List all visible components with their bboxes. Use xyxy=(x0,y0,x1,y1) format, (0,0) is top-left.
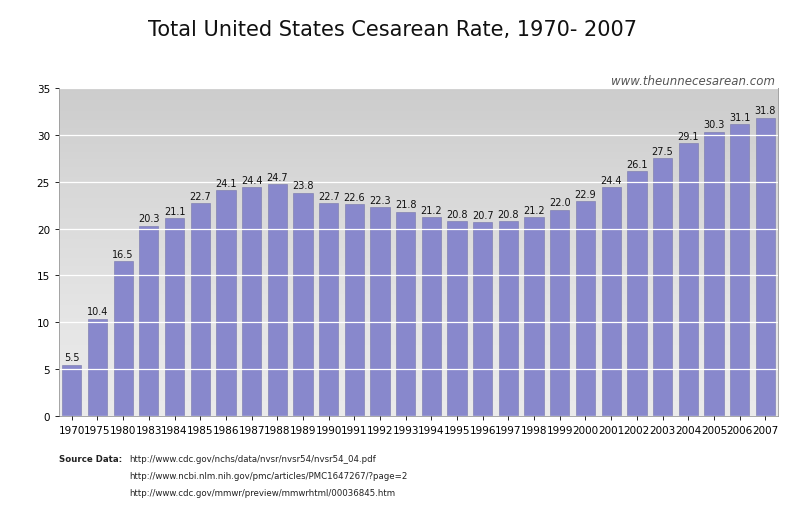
Text: 29.1: 29.1 xyxy=(678,131,699,141)
Text: http://www.cdc.gov/mmwr/preview/mmwrhtml/00036845.htm: http://www.cdc.gov/mmwr/preview/mmwrhtml… xyxy=(130,488,396,497)
Text: 5.5: 5.5 xyxy=(64,352,79,363)
Bar xyxy=(601,188,621,417)
Bar xyxy=(139,226,159,417)
Bar xyxy=(473,223,492,417)
Text: 21.1: 21.1 xyxy=(163,207,185,216)
Text: 30.3: 30.3 xyxy=(703,120,725,130)
Text: 22.7: 22.7 xyxy=(318,191,340,201)
Bar xyxy=(678,144,698,417)
Bar xyxy=(113,262,133,417)
Text: 24.1: 24.1 xyxy=(215,178,237,188)
Bar xyxy=(730,125,749,417)
Text: 24.4: 24.4 xyxy=(241,175,263,185)
Text: 26.1: 26.1 xyxy=(626,160,648,170)
Bar xyxy=(576,202,595,417)
Text: 21.8: 21.8 xyxy=(395,200,417,210)
Text: 31.8: 31.8 xyxy=(755,106,776,116)
Bar xyxy=(653,159,672,417)
Text: 22.6: 22.6 xyxy=(343,192,365,203)
Text: 21.2: 21.2 xyxy=(523,206,545,216)
Bar xyxy=(524,218,544,417)
Bar xyxy=(268,185,287,417)
Text: 20.3: 20.3 xyxy=(138,214,160,224)
Bar xyxy=(396,212,415,417)
Bar xyxy=(499,222,518,417)
Bar xyxy=(704,132,724,417)
Text: 16.5: 16.5 xyxy=(112,249,134,260)
Bar xyxy=(550,210,569,417)
Text: 10.4: 10.4 xyxy=(86,307,108,317)
Bar xyxy=(242,188,261,417)
Text: Total United States Cesarean Rate, 1970- 2007: Total United States Cesarean Rate, 1970-… xyxy=(149,20,637,40)
Bar xyxy=(165,219,184,417)
Bar xyxy=(190,204,210,417)
Bar xyxy=(88,319,107,417)
Bar xyxy=(62,365,82,417)
Text: 22.3: 22.3 xyxy=(369,195,391,205)
Text: 24.7: 24.7 xyxy=(266,173,288,183)
Bar xyxy=(370,208,390,417)
Text: 20.8: 20.8 xyxy=(446,209,468,219)
Bar xyxy=(627,172,647,417)
Text: 20.7: 20.7 xyxy=(472,210,494,220)
Text: 23.8: 23.8 xyxy=(292,181,314,191)
Bar xyxy=(422,218,441,417)
Bar xyxy=(345,205,364,417)
Text: 27.5: 27.5 xyxy=(652,146,674,157)
Text: http://www.cdc.gov/nchs/data/nvsr/nvsr54/nvsr54_04.pdf: http://www.cdc.gov/nchs/data/nvsr/nvsr54… xyxy=(130,454,376,464)
Text: 22.0: 22.0 xyxy=(549,198,571,208)
Bar xyxy=(216,190,236,417)
Bar xyxy=(293,193,313,417)
Text: 22.9: 22.9 xyxy=(575,189,597,199)
Text: 31.1: 31.1 xyxy=(729,113,751,123)
Bar xyxy=(319,204,338,417)
Text: Source Data:: Source Data: xyxy=(59,454,122,464)
Text: 21.2: 21.2 xyxy=(421,206,443,216)
Text: 20.8: 20.8 xyxy=(498,209,520,219)
Text: http://www.ncbi.nlm.nih.gov/pmc/articles/PMC1647267/?page=2: http://www.ncbi.nlm.nih.gov/pmc/articles… xyxy=(130,471,408,480)
Bar xyxy=(755,118,775,417)
Text: 22.7: 22.7 xyxy=(189,191,211,201)
Text: www.theunnecesarean.com: www.theunnecesarean.com xyxy=(611,75,774,88)
Bar xyxy=(447,222,467,417)
Text: 24.4: 24.4 xyxy=(601,175,622,185)
